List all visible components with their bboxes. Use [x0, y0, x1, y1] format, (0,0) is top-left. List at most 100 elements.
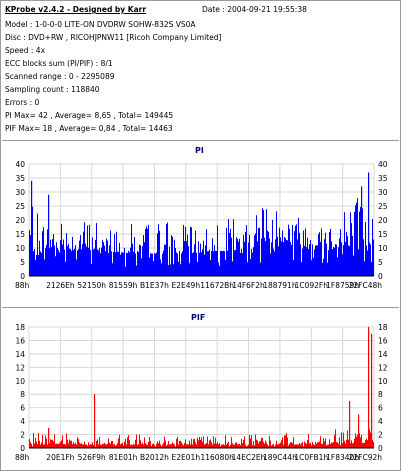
bar [127, 253, 128, 276]
bar [196, 252, 197, 276]
bar [348, 439, 349, 448]
bar [327, 262, 328, 276]
bar [194, 438, 195, 448]
bar [84, 222, 85, 276]
bar [364, 261, 365, 276]
bar [151, 445, 152, 448]
bar [272, 444, 273, 448]
bar [177, 253, 178, 276]
bar [271, 242, 272, 276]
bar [163, 442, 164, 448]
bar [369, 242, 370, 276]
bar [372, 440, 373, 448]
bar [67, 245, 68, 276]
bar [138, 444, 139, 448]
bar [47, 229, 48, 276]
pi-chart: 0 0 5 5 10 10 15 15 20 20 25 25 30 30 35 35 40 40 88h 2126E… [15, 160, 388, 290]
bar [158, 443, 159, 448]
info-errors: Errors : 0 [5, 98, 40, 107]
bar [37, 213, 38, 276]
bar [106, 444, 107, 448]
bar [359, 211, 360, 276]
bar [351, 223, 352, 276]
bar [133, 251, 134, 276]
bar [365, 222, 366, 276]
bar [199, 252, 200, 276]
bar [366, 245, 367, 276]
bar [55, 443, 56, 448]
bar [52, 439, 53, 448]
y-tick-label-right: 0 [378, 272, 383, 281]
bar [259, 441, 260, 448]
bar [163, 250, 164, 276]
bar [110, 443, 111, 448]
bar [74, 443, 75, 448]
bar [60, 441, 61, 448]
bar [31, 444, 32, 448]
bar [365, 439, 366, 448]
bar [248, 444, 249, 448]
bar [166, 224, 167, 276]
bar [101, 247, 102, 276]
bar [317, 245, 318, 276]
bar [182, 251, 183, 276]
bar [139, 434, 140, 448]
bar [230, 228, 231, 276]
bar [328, 444, 329, 448]
bar [122, 442, 123, 448]
bar [43, 227, 44, 276]
bar [254, 445, 255, 448]
bar [30, 441, 31, 448]
bar [113, 251, 114, 276]
bar [155, 446, 156, 448]
bar [120, 254, 121, 276]
bar [344, 212, 345, 276]
bar [343, 245, 344, 276]
bar [343, 432, 344, 448]
bar [173, 264, 174, 276]
bar [293, 259, 294, 276]
y-tick-label: 30 [15, 188, 25, 197]
pif-chart: 0 0 2 2 4 4 6 6 8 8 10 10 12 12 14 14 16 16 18 18 88h 20E1Fh 5… [15, 323, 388, 462]
bar [86, 444, 87, 448]
x-tick-label: 189C44h [263, 453, 297, 462]
bar [112, 263, 113, 276]
bar [53, 234, 54, 276]
bar [277, 236, 278, 276]
bar [179, 250, 180, 276]
bar [120, 444, 121, 448]
bar [211, 250, 212, 276]
bar [167, 222, 168, 276]
bar [191, 227, 192, 276]
bar [122, 252, 123, 276]
bar [178, 261, 179, 276]
bar [37, 444, 38, 448]
scan-date: Date : 2004-09-21 19:55:38 [202, 5, 307, 14]
bar [91, 263, 92, 276]
bar [320, 241, 321, 276]
bar [277, 444, 278, 448]
y-tick-label-right: 15 [378, 230, 388, 239]
bar [275, 444, 276, 448]
bar [66, 233, 67, 276]
bar [212, 444, 213, 448]
bar [62, 244, 63, 276]
app-title: KProbe v2.4.2 - Designed by Karr [5, 5, 147, 14]
bar [125, 266, 126, 276]
bar [147, 228, 148, 276]
bar [98, 444, 99, 448]
bar [189, 263, 190, 276]
bar [138, 251, 139, 276]
bar [345, 443, 346, 448]
bar [205, 245, 206, 276]
bar [167, 444, 168, 448]
bar [210, 259, 211, 276]
bar [238, 444, 239, 448]
bar [246, 225, 247, 276]
bar [350, 443, 351, 448]
spike-bar [349, 400, 351, 448]
bar [364, 442, 365, 448]
bar [50, 439, 51, 448]
x-tick-label: 88h [15, 281, 30, 290]
bar [125, 438, 126, 448]
